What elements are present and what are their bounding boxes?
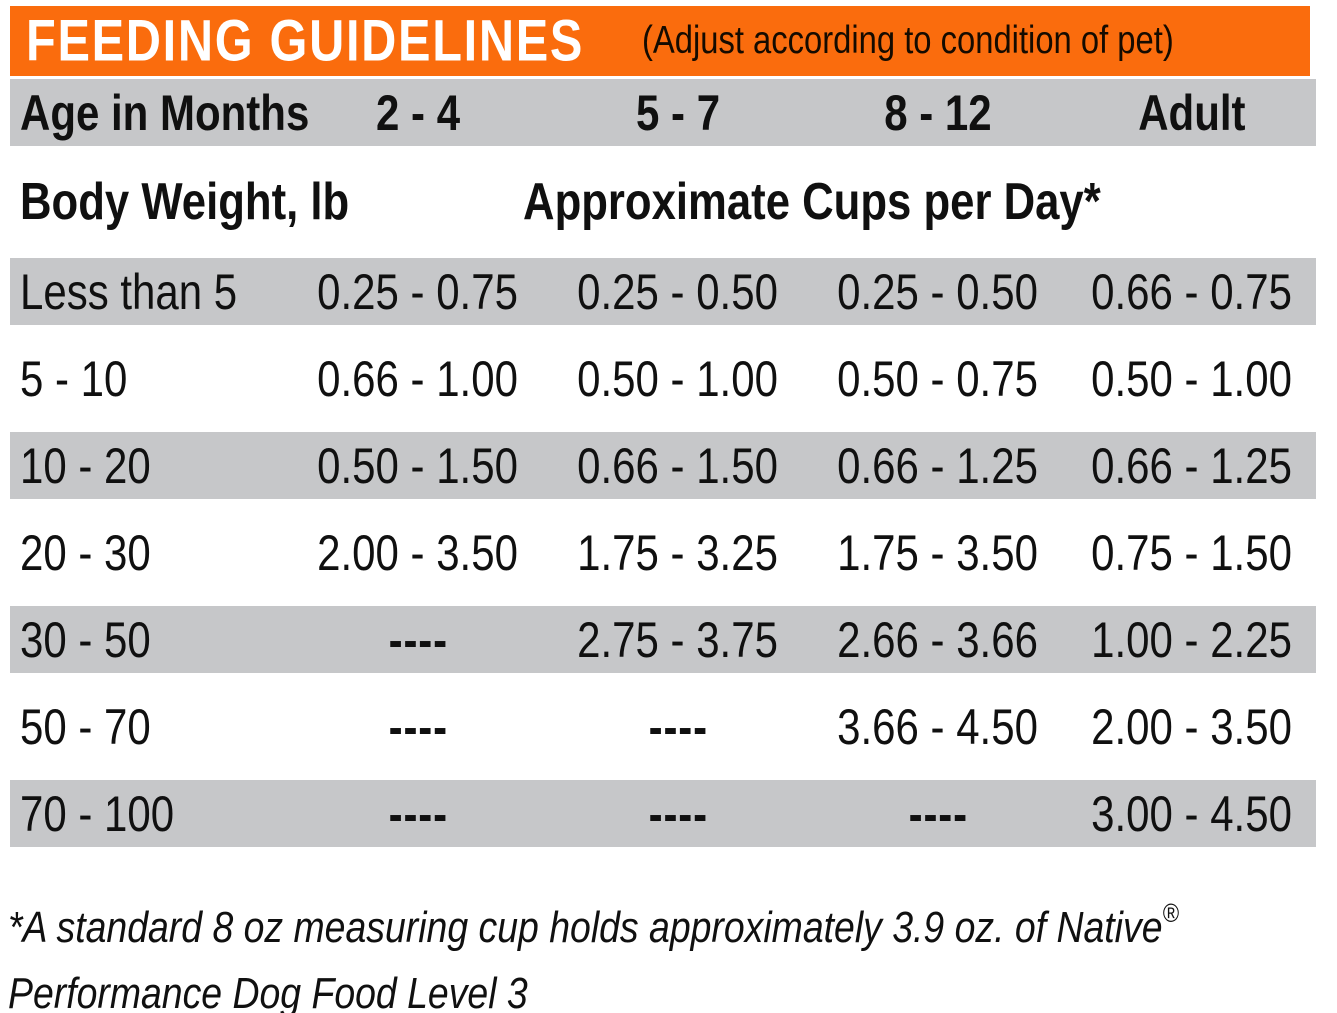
table-row: 70 - 100 ---- ---- ---- 3.00 - 4.50	[10, 780, 1316, 847]
value-cell: 0.66 - 1.50	[577, 437, 779, 494]
table-row: 5 - 10 0.66 - 1.00 0.50 - 1.00 0.50 - 0.…	[10, 345, 1316, 412]
value-cell: 1.75 - 3.50	[837, 524, 1039, 581]
value-cell: 0.50 - 0.75	[837, 350, 1039, 407]
value-cell: 0.50 - 1.00	[577, 350, 779, 407]
age-header-label: Age in Months	[20, 84, 310, 141]
age-header-row: Age in Months 2 - 4 5 - 7 8 - 12 Adult	[10, 79, 1316, 146]
value-cell: 3.00 - 4.50	[1091, 785, 1293, 842]
cups-per-day-label: Approximate Cups per Day*	[523, 173, 1101, 231]
body-weight-label: Body Weight, lb	[20, 173, 350, 231]
table-row: 10 - 20 0.50 - 1.50 0.66 - 1.50 0.66 - 1…	[10, 432, 1316, 499]
value-cell: 0.25 - 0.75	[317, 263, 519, 320]
weight-cell: Less than 5	[20, 263, 238, 320]
footnote: *A standard 8 oz measuring cup holds app…	[8, 894, 1179, 1013]
weight-cell: 30 - 50	[20, 611, 151, 668]
weight-cell: 70 - 100	[20, 785, 175, 842]
value-cell: 0.66 - 1.25	[1091, 437, 1293, 494]
banner-subtitle: (Adjust according to condition of pet)	[642, 19, 1174, 62]
age-col-2-4: 2 - 4	[375, 84, 461, 141]
value-cell: ----	[648, 785, 708, 842]
banner-title: FEEDING GUIDELINES	[26, 8, 585, 74]
value-cell: ----	[908, 785, 968, 842]
value-cell: ----	[648, 698, 708, 755]
banner: FEEDING GUIDELINES (Adjust according to …	[10, 6, 1310, 76]
weight-cell: 5 - 10	[20, 350, 128, 407]
value-cell: 0.50 - 1.50	[317, 437, 519, 494]
table-row: 20 - 30 2.00 - 3.50 1.75 - 3.25 1.75 - 3…	[10, 519, 1316, 586]
registered-trademark-symbol: ®	[1162, 898, 1179, 928]
value-cell: 1.00 - 2.25	[1091, 611, 1293, 668]
footnote-line-1: *A standard 8 oz measuring cup holds app…	[8, 898, 1179, 952]
value-cell: 0.66 - 1.25	[837, 437, 1039, 494]
value-cell: ----	[388, 785, 448, 842]
value-cell: 0.25 - 0.50	[837, 263, 1039, 320]
weight-header-row: Body Weight, lb Approximate Cups per Day…	[10, 146, 1316, 258]
age-col-5-7: 5 - 7	[635, 84, 721, 141]
table-row: Less than 5 0.25 - 0.75 0.25 - 0.50 0.25…	[10, 258, 1316, 325]
table-row: 30 - 50 ---- 2.75 - 3.75 2.66 - 3.66 1.0…	[10, 606, 1316, 673]
value-cell: ----	[388, 611, 448, 668]
value-cell: ----	[388, 698, 448, 755]
age-col-adult: Adult	[1138, 84, 1246, 141]
value-cell: 2.75 - 3.75	[577, 611, 779, 668]
weight-cell: 50 - 70	[20, 698, 151, 755]
value-cell: 2.66 - 3.66	[837, 611, 1039, 668]
value-cell: 0.75 - 1.50	[1091, 524, 1293, 581]
value-cell: 3.66 - 4.50	[837, 698, 1039, 755]
value-cell: 0.66 - 0.75	[1091, 263, 1293, 320]
weight-cell: 20 - 30	[20, 524, 151, 581]
value-cell: 1.75 - 3.25	[577, 524, 779, 581]
value-cell: 0.25 - 0.50	[577, 263, 779, 320]
value-cell: 2.00 - 3.50	[1091, 698, 1293, 755]
value-cell: 2.00 - 3.50	[317, 524, 519, 581]
weight-cell: 10 - 20	[20, 437, 151, 494]
value-cell: 0.50 - 1.00	[1091, 350, 1293, 407]
table-row: 50 - 70 ---- ---- 3.66 - 4.50 2.00 - 3.5…	[10, 693, 1316, 760]
value-cell: 0.66 - 1.00	[317, 350, 519, 407]
footnote-line-2: Performance Dog Food Level 3	[8, 969, 528, 1013]
age-col-8-12: 8 - 12	[884, 84, 992, 141]
